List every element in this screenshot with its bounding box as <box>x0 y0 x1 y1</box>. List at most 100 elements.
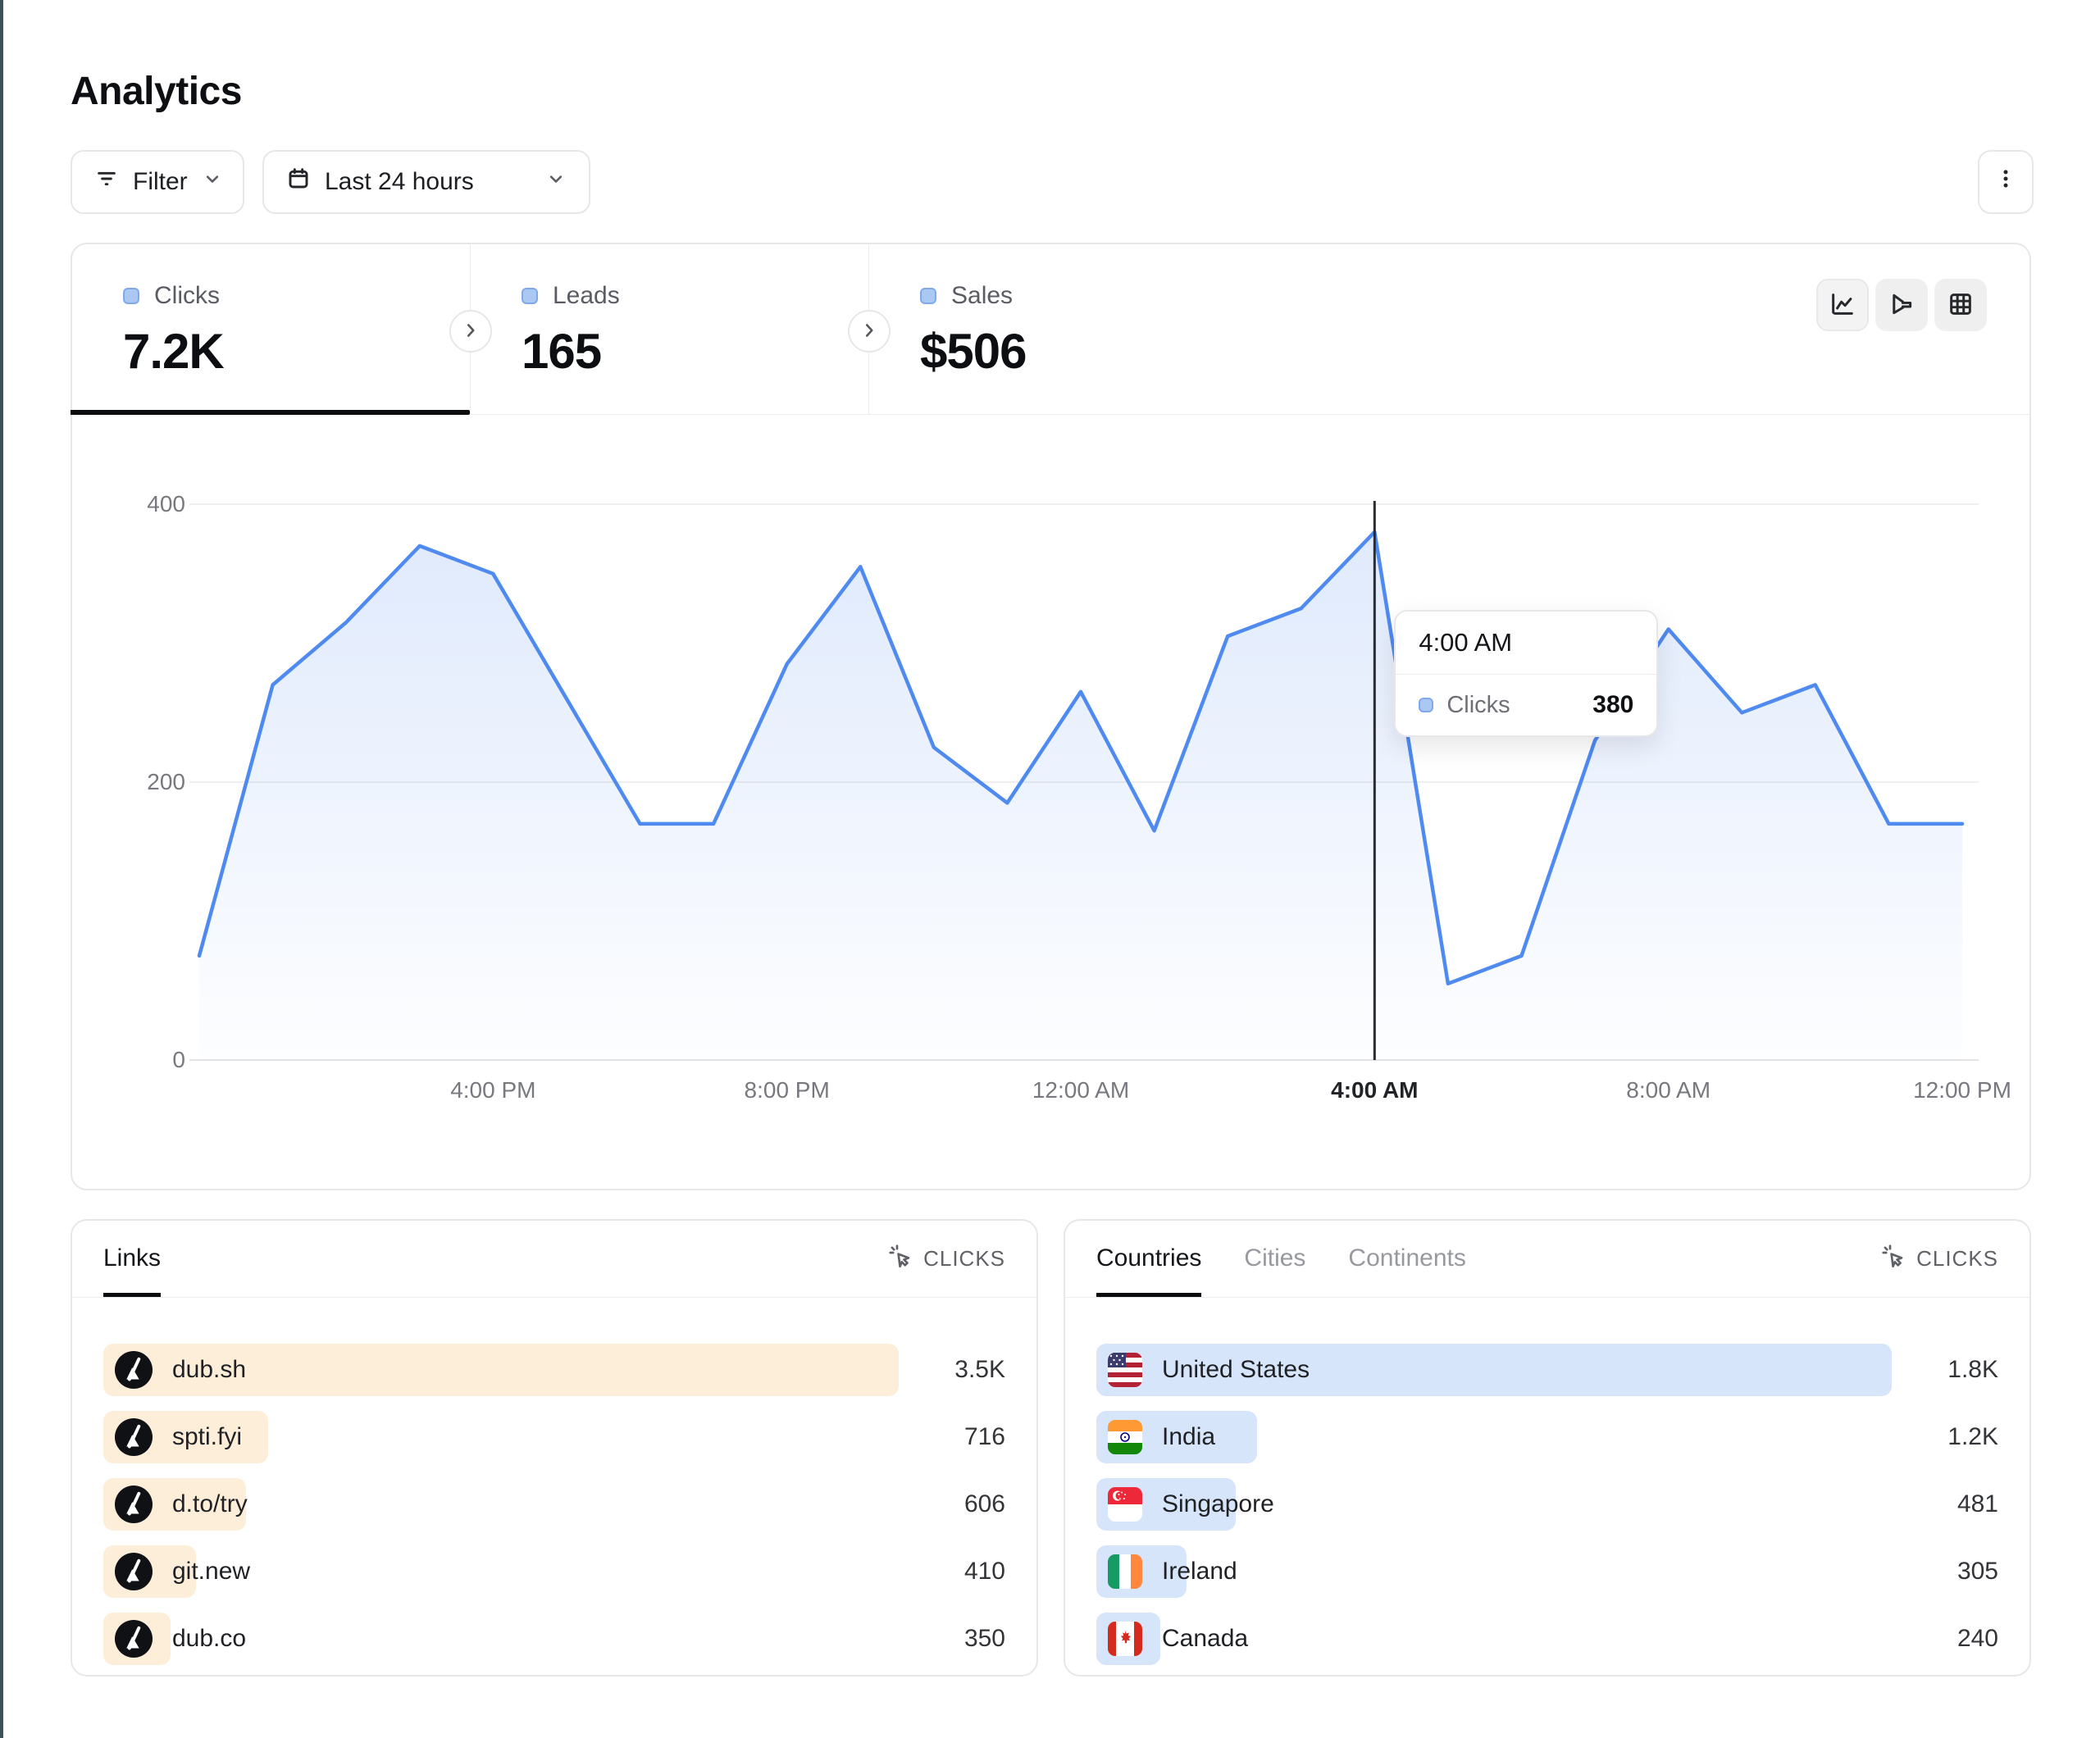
row-value: 1.8K <box>1947 1356 1998 1383</box>
stat-tab-label: Leads <box>553 282 620 309</box>
row-label: Singapore <box>1162 1490 1274 1517</box>
tab-cities[interactable]: Cities <box>1244 1244 1306 1272</box>
bar-track <box>103 1344 899 1396</box>
tooltip-time: 4:00 AM <box>1419 628 1513 657</box>
filter-icon <box>93 166 120 198</box>
stat-tab-sales[interactable]: Sales $506 <box>869 244 1268 414</box>
dub-logo <box>115 1553 153 1590</box>
row-label: India <box>1162 1423 1216 1450</box>
y-axis-label: 0 <box>172 1047 185 1072</box>
left-edge-strip <box>0 0 3 1738</box>
list-item-dub-co[interactable]: dub.co 350 <box>103 1613 1005 1665</box>
row-value: 240 <box>1957 1625 1998 1652</box>
flag-ca <box>1108 1622 1142 1656</box>
list-item-united-states[interactable]: United States 1.8K <box>1096 1344 1998 1396</box>
list-item-ireland[interactable]: Ireland 305 <box>1096 1545 1998 1598</box>
flag-us <box>1108 1353 1142 1387</box>
stat-tab-leads[interactable]: Leads 165 <box>471 244 869 414</box>
list-item-d-to-try[interactable]: d.to/try 606 <box>103 1478 1005 1531</box>
expand-stat-button[interactable] <box>449 310 492 353</box>
more-options-button[interactable] <box>1978 150 2034 214</box>
view-toggle-table[interactable] <box>1934 279 1987 331</box>
links-panel: Links CLICKS dub.sh 3.5K spti.fyi 716 d.to/try… <box>71 1219 1038 1677</box>
row-content: git.new <box>115 1545 250 1598</box>
row-content: dub.sh <box>115 1344 246 1396</box>
row-label: dub.sh <box>172 1356 247 1383</box>
x-axis-label: 4:00 PM <box>450 1077 536 1103</box>
row-label: Canada <box>1162 1625 1249 1652</box>
tooltip-series-label: Clicks <box>1446 691 1510 718</box>
metric-selector[interactable]: CLICKS <box>1880 1221 1998 1297</box>
row-label: d.to/try <box>172 1490 248 1517</box>
tab-links[interactable]: Links <box>103 1221 162 1297</box>
view-toggle-line-chart[interactable] <box>1816 279 1869 331</box>
kebab-menu-icon <box>1993 166 2018 198</box>
row-value: 410 <box>963 1558 1005 1585</box>
chevron-down-icon <box>544 167 567 197</box>
metric-label: CLICKS <box>923 1246 1005 1271</box>
date-range-label: Last 24 hours <box>325 168 474 195</box>
series-area <box>199 531 1962 1060</box>
dub-logo <box>115 1485 153 1523</box>
list-item-india[interactable]: India 1.2K <box>1096 1411 1998 1463</box>
chart-tooltip: 4:00 AM Clicks 380 <box>1394 610 1659 737</box>
stat-tab-label: Clicks <box>154 282 220 309</box>
calendar-icon <box>285 166 312 198</box>
metric-selector[interactable]: CLICKS <box>887 1221 1005 1297</box>
table-icon <box>1947 290 1975 321</box>
row-value: 716 <box>963 1423 1005 1450</box>
tab-countries[interactable]: Countries <box>1096 1221 1202 1297</box>
list-item-dub-sh[interactable]: dub.sh 3.5K <box>103 1344 1005 1396</box>
row-content: spti.fyi <box>115 1411 242 1463</box>
row-label: United States <box>1162 1356 1310 1383</box>
row-label: Ireland <box>1162 1558 1237 1585</box>
clicks-chart[interactable]: 4:00 AM Clicks 380 400 200 0 4:00 PM 8:00 PM… <box>72 415 2029 1190</box>
row-value: 3.5K <box>954 1356 1005 1383</box>
stat-tab-value: $506 <box>920 324 1027 379</box>
list-item-git-new[interactable]: git.new 410 <box>103 1545 1005 1598</box>
list-item-spti-fyi[interactable]: spti.fyi 716 <box>103 1411 1005 1463</box>
x-axis-label: 8:00 AM <box>1626 1077 1711 1103</box>
stats-tabs: Clicks 7.2K Leads 165 Sales $506 <box>71 244 2029 415</box>
row-value: 481 <box>1957 1490 1998 1517</box>
flag-ie <box>1108 1554 1142 1589</box>
series-indicator-icon <box>123 288 139 304</box>
dub-logo <box>115 1620 153 1658</box>
stat-tab-clicks[interactable]: Clicks 7.2K <box>71 244 471 415</box>
panel-header: Countries Cities Continents CLICKS <box>1065 1221 2029 1298</box>
chevron-down-icon <box>201 167 224 197</box>
row-content: Singapore <box>1108 1478 1274 1531</box>
chevron-right-icon <box>460 320 481 344</box>
panel-tabs: Links <box>103 1221 162 1297</box>
series-indicator-icon <box>522 288 538 304</box>
panel-rows: United States 1.8K India 1.2K Singapore 481 Ir… <box>1065 1298 2029 1665</box>
series-indicator-icon <box>920 288 936 304</box>
filter-button[interactable]: Filter <box>71 150 244 214</box>
row-value: 606 <box>963 1490 1005 1517</box>
panel-header: Links CLICKS <box>72 1221 1036 1298</box>
panel-tabs: Countries Cities Continents <box>1096 1221 1466 1297</box>
bar-track <box>1096 1344 1892 1396</box>
series-indicator-icon <box>1419 698 1434 712</box>
row-content: dub.co <box>115 1613 246 1665</box>
chevron-right-icon <box>859 320 880 344</box>
flag-sg <box>1108 1487 1142 1522</box>
stat-tab-header: Leads <box>522 282 868 310</box>
list-item-singapore[interactable]: Singapore 481 <box>1096 1478 1998 1531</box>
date-range-button[interactable]: Last 24 hours <box>262 150 590 214</box>
view-toggle-funnel-chart[interactable] <box>1875 279 1928 331</box>
analytics-card: Clicks 7.2K Leads 165 Sales $506 4:00 AM Clic… <box>71 243 2031 1190</box>
row-value: 305 <box>1957 1558 1998 1585</box>
dub-logo <box>115 1418 153 1456</box>
expand-stat-button[interactable] <box>848 310 891 353</box>
row-content: United States <box>1108 1344 1310 1396</box>
cursor-click-icon <box>887 1243 913 1275</box>
list-item-canada[interactable]: Canada 240 <box>1096 1613 1998 1665</box>
clicks-area-chart <box>189 501 1979 1061</box>
row-label: dub.co <box>172 1625 247 1652</box>
tab-continents[interactable]: Continents <box>1348 1244 1466 1272</box>
value-bar <box>103 1344 899 1396</box>
value-bar <box>1096 1344 1892 1396</box>
bar-track <box>1096 1411 1892 1463</box>
